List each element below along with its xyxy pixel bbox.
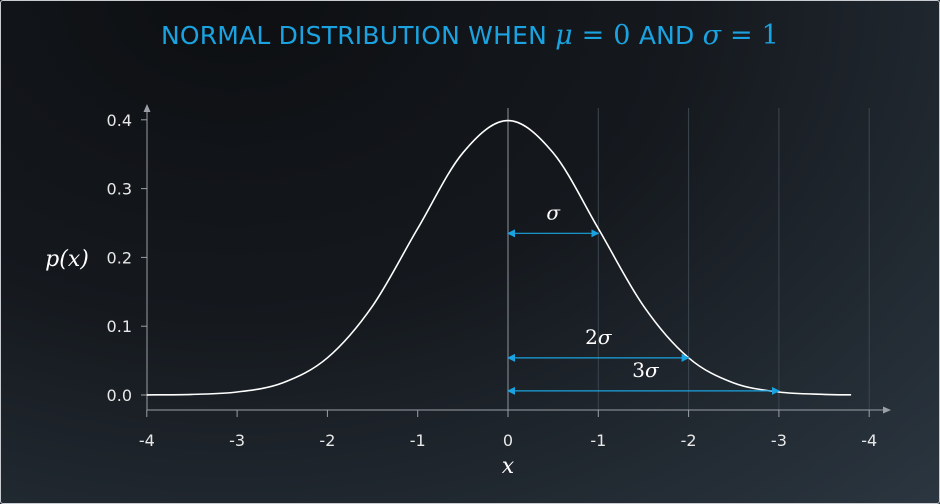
x-tick-label: -3 bbox=[229, 431, 245, 450]
curve-layer bbox=[146, 119, 852, 396]
y-tick-label: 0.3 bbox=[107, 180, 132, 199]
sigma-symbol: σ bbox=[546, 200, 561, 224]
density-curve bbox=[146, 119, 852, 396]
sigma-label-2: 2σ bbox=[585, 325, 613, 349]
y-tick-label: 0.0 bbox=[107, 386, 132, 405]
x-tick-label: -1 bbox=[590, 431, 606, 450]
grid-lines bbox=[507, 108, 870, 410]
x-tick-label: -1 bbox=[410, 431, 426, 450]
x-tick-label: -4 bbox=[139, 431, 155, 450]
x-tick-label: -3 bbox=[771, 431, 787, 450]
x-tick-label: -2 bbox=[319, 431, 335, 450]
sigma-symbol: σ bbox=[645, 358, 660, 382]
x-tick-label: -2 bbox=[681, 431, 697, 450]
y-tick-label: 0.4 bbox=[107, 111, 132, 130]
x-tick-label: -4 bbox=[861, 431, 877, 450]
sigma-label-3: 3σ bbox=[632, 358, 660, 382]
sigma-coefficient: 3 bbox=[632, 358, 645, 382]
sigma-label-1: σ bbox=[546, 200, 561, 224]
axes: 0.0 0.1 0.2 0.3 0.4 -4 -3 -2 -1 0 -1 -2 -3 -4 bbox=[107, 104, 891, 450]
y-tick-label: 0.2 bbox=[107, 248, 132, 267]
sigma-symbol: σ bbox=[598, 325, 613, 349]
chart-title: NORMAL DISTRIBUTION WHEN μ = 0 AND σ = 1 bbox=[160, 20, 780, 51]
x-tick-label: 0 bbox=[503, 431, 513, 450]
sigma-coefficient: 2 bbox=[585, 325, 598, 349]
x-axis-label: x bbox=[502, 454, 515, 479]
y-axis-label: p(x) bbox=[45, 247, 89, 272]
y-tick-label: 0.1 bbox=[107, 317, 132, 336]
